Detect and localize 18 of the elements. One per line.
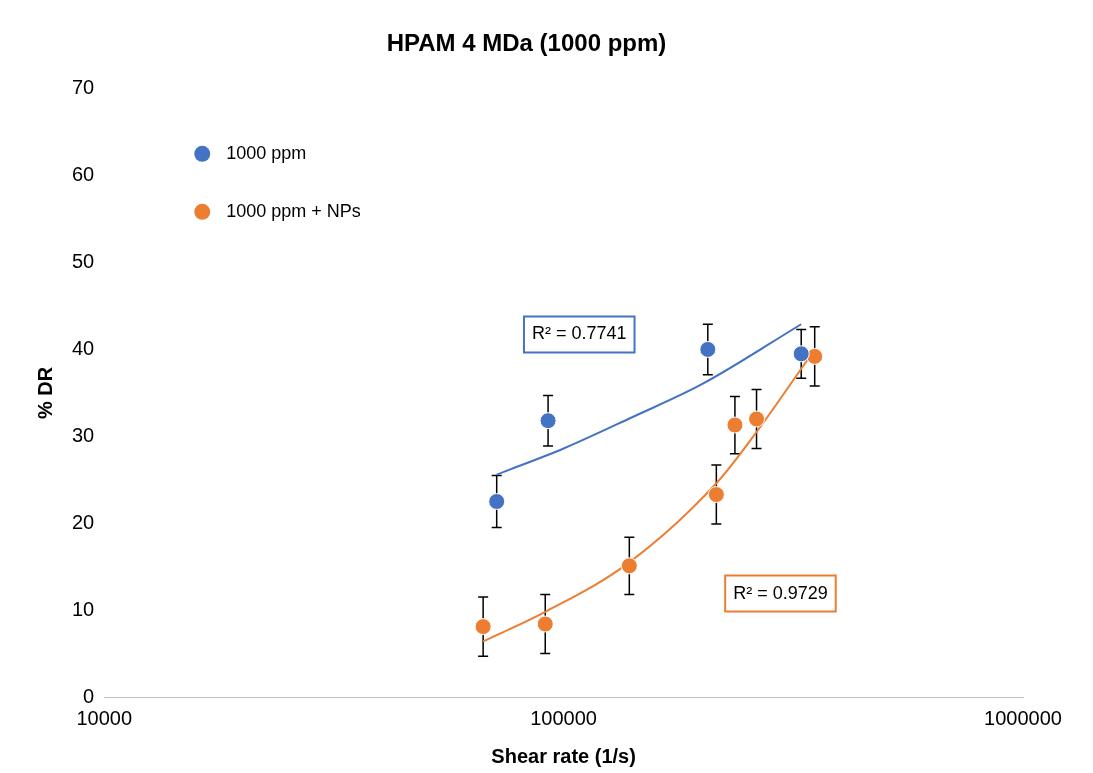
x-tick-label: 1000000 [984,706,1062,729]
y-tick-label: 70 [72,76,95,99]
annotation: R² = 0.7741 [531,323,627,344]
y-tick-label: 50 [72,250,95,273]
legend-label: 1000 ppm + NPs [226,200,361,221]
chart-title: HPAM 4 MDa (1000 ppm) [386,29,667,57]
y-tick-label: 0 [83,684,95,707]
y-tick-label: 40 [72,336,95,359]
y-tick-label: 20 [72,510,95,533]
y-tick-label: 30 [72,423,95,446]
y-tick-label: 10 [72,597,95,620]
legend-label: 1000 ppm [226,142,307,163]
x-tick-label: 10000 [76,706,133,729]
y-tick-label: 60 [72,163,95,186]
y-axis-title: % DR [33,366,56,420]
annotation: R² = 0.9729 [733,582,828,603]
x-axis-title: Shear rate (1/s) [491,744,636,767]
x-tick-label: 100000 [530,706,597,729]
